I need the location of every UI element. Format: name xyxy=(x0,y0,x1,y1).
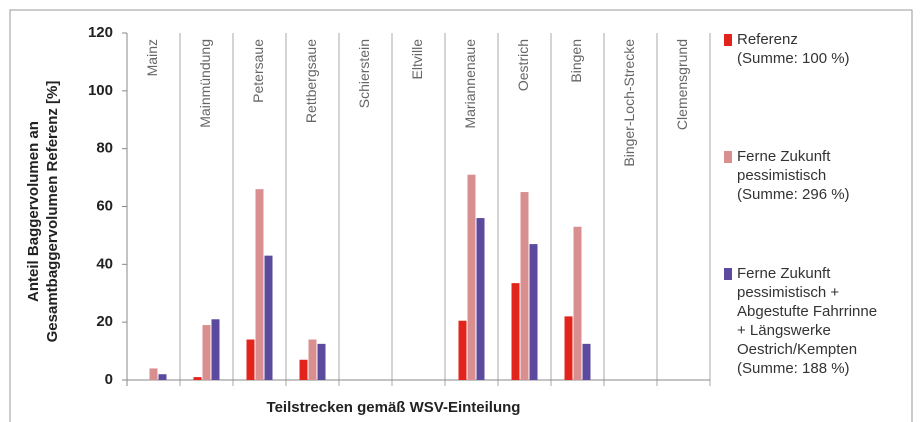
legend-label: Referenz (Summe: 100 %) xyxy=(737,31,850,67)
bar xyxy=(308,339,317,380)
bar xyxy=(476,218,485,380)
y-tick-label: 100 xyxy=(88,82,113,99)
y-tick-label: 20 xyxy=(96,313,113,330)
legend-swatch xyxy=(724,268,732,280)
category-label: Mariannenaue xyxy=(462,39,478,129)
bar xyxy=(582,343,591,380)
category-label: Petersaue xyxy=(250,39,266,103)
y-tick-label: 120 xyxy=(88,24,113,41)
bar xyxy=(458,320,467,380)
bar xyxy=(158,374,167,380)
bar xyxy=(246,339,255,380)
y-tick-label: 80 xyxy=(96,140,113,157)
bar xyxy=(255,189,264,380)
legend-swatch xyxy=(724,34,732,46)
bar xyxy=(211,319,220,380)
category-label: Schierstein xyxy=(356,39,372,108)
bar xyxy=(193,377,202,380)
category-label: Binger-Loch-Strecke xyxy=(621,39,637,167)
bar xyxy=(467,174,476,380)
bar xyxy=(149,368,158,380)
category-label: Eltville xyxy=(409,39,425,80)
x-axis-title: Teilstrecken gemäß WSV-Einteilung xyxy=(267,399,521,416)
bar xyxy=(202,325,211,380)
y-tick-label: 60 xyxy=(96,197,113,214)
bar xyxy=(317,343,326,380)
bar xyxy=(264,255,273,380)
bar xyxy=(299,359,308,380)
legend-swatch xyxy=(724,151,732,163)
category-label: Oestrich xyxy=(515,39,531,91)
category-label: Bingen xyxy=(568,39,584,83)
legend-label: Ferne Zukunft pessimistisch (Summe: 296 … xyxy=(737,148,850,203)
bar xyxy=(529,244,538,380)
y-axis-title: Anteil Baggervolumen an xyxy=(25,121,42,302)
category-label: Mainz xyxy=(144,39,160,76)
bar xyxy=(511,283,520,380)
frame xyxy=(9,9,913,422)
category-label: Clemensgrund xyxy=(674,39,690,130)
bar xyxy=(564,316,573,380)
y-tick-label: 40 xyxy=(96,255,113,272)
y-tick-label: 0 xyxy=(105,371,113,388)
bar xyxy=(573,226,582,380)
category-label: Rettbergsaue xyxy=(303,39,319,123)
category-label: Mainmündung xyxy=(197,39,213,128)
y-axis-title: Gesamtbaggervolumen Referenz [%] xyxy=(44,81,61,343)
bar xyxy=(520,192,529,380)
legend-label: Ferne Zukunft pessimistisch + Abgestufte… xyxy=(737,265,878,377)
